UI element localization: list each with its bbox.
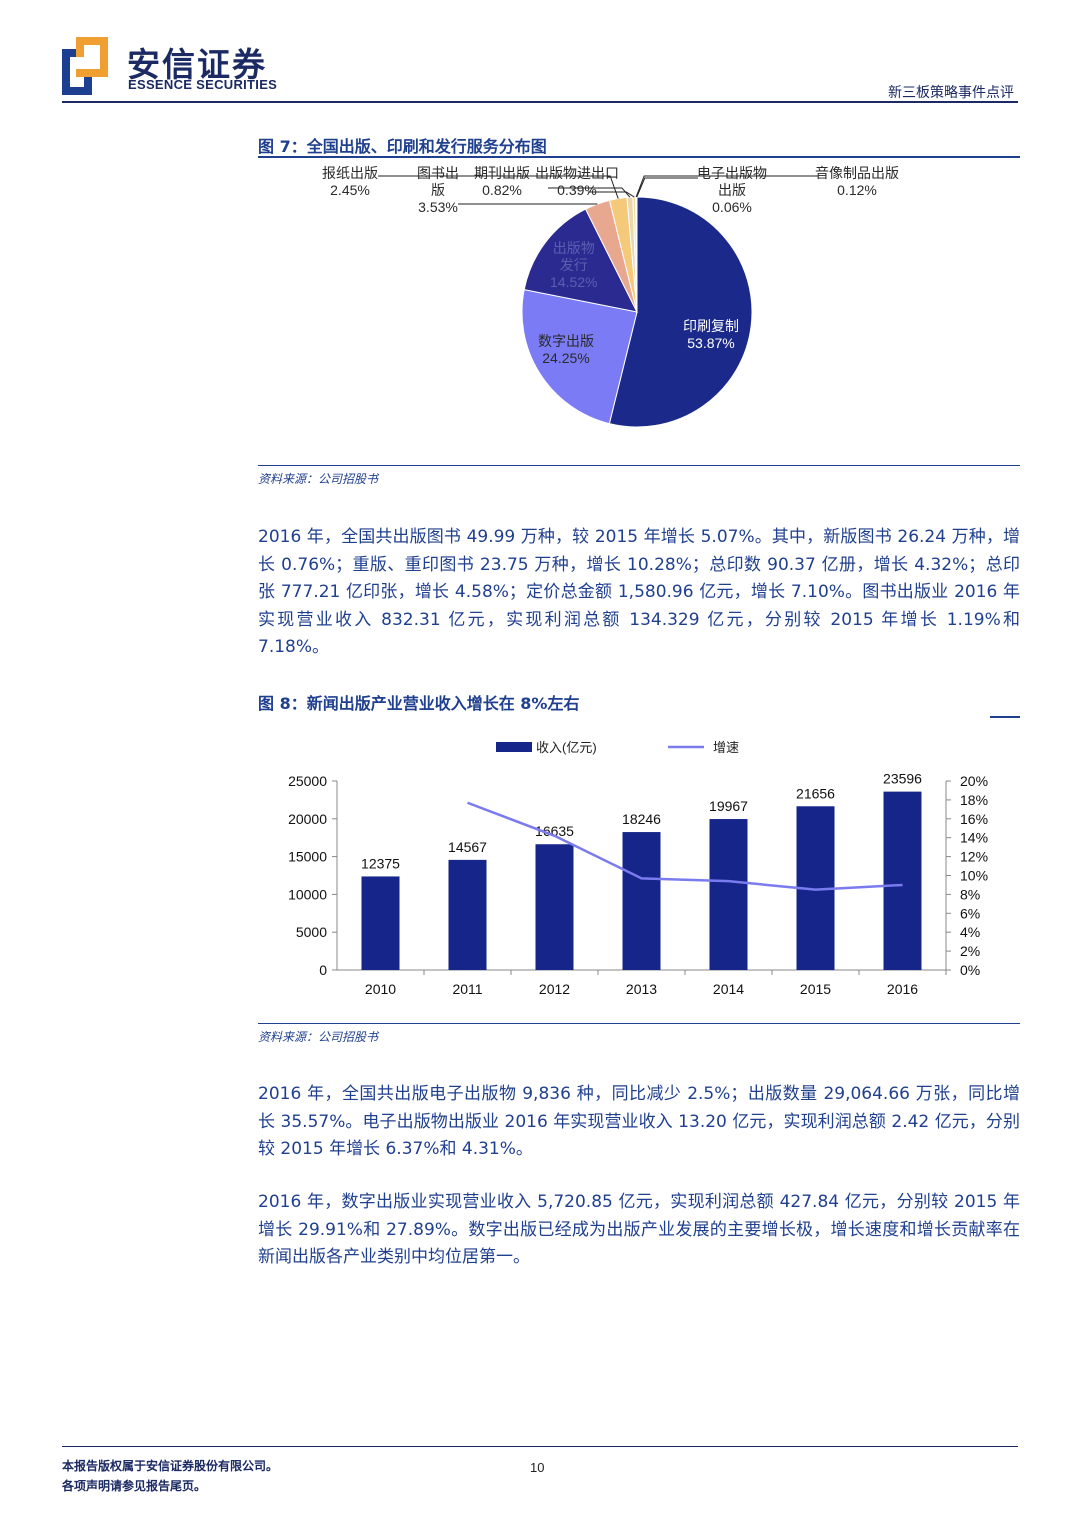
right-tick-label: 6% xyxy=(960,905,980,921)
right-tick-label: 20% xyxy=(960,773,988,789)
x-tick-label: 2011 xyxy=(452,981,482,997)
bar xyxy=(622,832,661,970)
report-type: 新三板策略事件点评 xyxy=(888,85,1014,101)
x-tick-label: 2016 xyxy=(887,981,918,997)
pie-label-newspaper: 报纸出版 2.45% xyxy=(322,165,378,198)
header-divider xyxy=(62,101,1018,103)
pie-slice xyxy=(523,208,638,313)
right-tick-label: 0% xyxy=(960,962,980,978)
bar-value-label: 21656 xyxy=(796,785,835,801)
x-tick-label: 2010 xyxy=(365,981,396,997)
brand-name-en: ESSENCE SECURITIES xyxy=(128,77,278,92)
pie-chart xyxy=(378,175,818,428)
pie-leader-line xyxy=(378,175,619,199)
pie-label-import-export: 出版物进出口 0.39% xyxy=(535,165,619,198)
figure7-title: 图 7：全国出版、印刷和发行服务分布图 xyxy=(258,137,547,156)
bar-value-label: 12375 xyxy=(361,855,400,871)
left-tick-label: 10000 xyxy=(288,886,327,902)
right-tick-label: 10% xyxy=(960,868,988,884)
figure8-title: 图 8：新闻出版产业营业收入增长在 8%左右 xyxy=(258,694,580,713)
pie-label-periodicals: 期刊出版 0.82% xyxy=(474,165,530,198)
paragraph-digital: 2016 年，数字出版业实现营业收入 5,720.85 亿元，实现利润总额 42… xyxy=(258,1192,1020,1267)
bar-value-label: 14567 xyxy=(448,839,487,855)
x-tick-label: 2015 xyxy=(800,981,831,997)
figure7-top-rule xyxy=(258,156,1020,158)
logo-icon xyxy=(62,37,108,95)
pie-label-electronic: 电子出版物 出版 0.06% xyxy=(697,165,767,215)
x-tick-label: 2012 xyxy=(539,981,570,997)
pie-leader-line xyxy=(548,187,631,198)
right-tick-label: 14% xyxy=(960,830,988,846)
pie-label-digital: 数字出版 24.25% xyxy=(538,333,594,366)
bar-line-chart: 收入(亿元) 增速 0 5000 10000 15000 20000 25000 0% 2% 4% 6… xyxy=(288,740,988,997)
right-tick-label: 8% xyxy=(960,886,980,902)
pie-leader-line xyxy=(636,177,698,198)
figure7-bottom-rule xyxy=(258,465,1020,466)
pie-label-printing: 印刷复制 53.87% xyxy=(683,318,739,351)
legend-label-revenue: 收入(亿元) xyxy=(536,740,597,755)
brand-name-cn: 安信证券 xyxy=(127,45,267,84)
page-number: 10 xyxy=(530,1460,545,1475)
pie-leader-line xyxy=(635,175,818,198)
right-tick-label: 12% xyxy=(960,849,988,865)
pie-label-distribution: 出版物 发行 14.52% xyxy=(550,240,598,290)
bar xyxy=(361,876,400,970)
paragraph-books: 2016 年，全国共出版图书 49.99 万种，较 2015 年增长 5.07%… xyxy=(258,527,1020,657)
bar xyxy=(709,819,748,970)
x-tick-label: 2014 xyxy=(713,981,744,997)
pie-label-audio-video: 音像制品出版 0.12% xyxy=(815,165,899,198)
left-tick-label: 15000 xyxy=(288,849,327,865)
right-tick-label: 16% xyxy=(960,811,988,827)
legend-label-growth: 增速 xyxy=(713,740,739,755)
left-tick-label: 20000 xyxy=(288,811,327,827)
left-tick-label: 0 xyxy=(319,962,327,978)
pie-slice xyxy=(608,196,753,428)
figure7-source: 资料来源：公司招股书 xyxy=(258,472,379,486)
left-tick-label: 5000 xyxy=(296,924,327,940)
footer-divider xyxy=(62,1446,1018,1447)
bar xyxy=(448,859,487,970)
pie-leader-line xyxy=(588,191,635,198)
legend-swatch-revenue xyxy=(496,742,532,752)
right-tick-label: 2% xyxy=(960,943,980,959)
figure8-bottom-rule xyxy=(258,1023,1020,1024)
bar xyxy=(883,791,922,970)
figure8-top-rule-mark xyxy=(990,716,1020,718)
bar-value-label: 18246 xyxy=(622,811,661,827)
footer-copyright: 本报告版权属于安信证券股份有限公司。 xyxy=(62,1459,279,1473)
bar-value-label: 16635 xyxy=(535,823,574,839)
bar-value-label: 19967 xyxy=(709,798,748,814)
pie-label-books: 图书出版 3.53% xyxy=(417,165,459,215)
right-tick-label: 18% xyxy=(960,792,988,808)
bar xyxy=(535,844,574,970)
left-tick-label: 25000 xyxy=(288,773,327,789)
figure8-source: 资料来源：公司招股书 xyxy=(258,1030,379,1044)
growth-line xyxy=(467,801,903,891)
x-tick-label: 2013 xyxy=(626,981,657,997)
bar-value-label: 23596 xyxy=(883,771,922,787)
footer-disclaimer: 各项声明请参见报告尾页。 xyxy=(62,1479,207,1493)
pie-slice xyxy=(521,289,638,425)
right-tick-label: 4% xyxy=(960,924,980,940)
paragraph-electronic: 2016 年，全国共出版电子出版物 9,836 种，同比减少 2.5%；出版数量… xyxy=(258,1084,1020,1159)
